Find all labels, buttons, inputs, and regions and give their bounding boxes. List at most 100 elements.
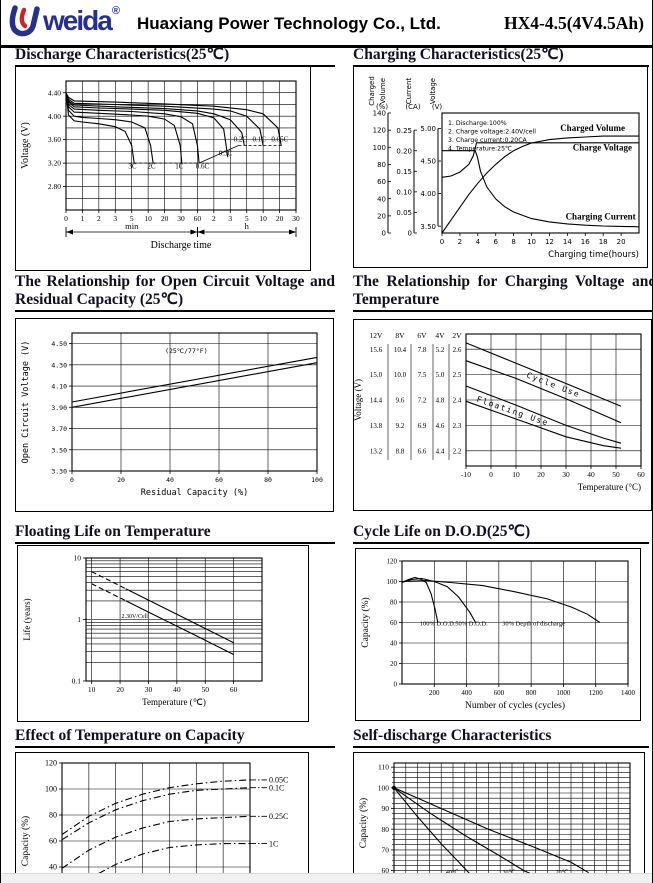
- svg-text:2.80: 2.80: [48, 182, 61, 191]
- svg-text:4.10: 4.10: [51, 383, 67, 391]
- svg-text:Charged Volume: Charged Volume: [560, 123, 625, 133]
- svg-text:3.20: 3.20: [48, 159, 61, 168]
- svg-text:7.2: 7.2: [418, 397, 427, 405]
- svg-text:4.40: 4.40: [48, 88, 61, 97]
- svg-text:3.70: 3.70: [51, 425, 67, 433]
- svg-text:0.3C: 0.3C: [219, 149, 233, 157]
- section-title-discharge: Discharge Characteristics(25℃): [15, 46, 335, 67]
- chart-temperature-capacity: 40 60 80 100 120 Capacity (%) 0.05C 0.1C 0.25C 1C: [15, 752, 309, 883]
- section-title-floating-life: Floating Life on Temperature: [15, 523, 335, 544]
- chart-discharge-characteristics: 0 1 2 3 5 10 20 30 60 2 3 5 10 20 30 2.80 3.20 3.60 4.00 4.…: [15, 66, 311, 271]
- svg-text:Floating Use: Floating Use: [475, 395, 550, 428]
- svg-text:60: 60: [382, 866, 390, 875]
- svg-text:30: 30: [145, 685, 153, 694]
- svg-text:40: 40: [377, 195, 386, 203]
- svg-text:Current: Current: [405, 78, 413, 105]
- svg-text:100: 100: [373, 144, 386, 152]
- svg-text:13.8: 13.8: [370, 422, 383, 430]
- svg-text:13.2: 13.2: [370, 447, 383, 455]
- svg-text:50: 50: [201, 685, 209, 694]
- svg-text:100: 100: [378, 783, 390, 792]
- svg-text:3. Charge current:0.20CA: 3. Charge current:0.20CA: [448, 137, 528, 144]
- svg-text:3: 3: [113, 214, 117, 223]
- svg-text:20: 20: [377, 212, 386, 220]
- svg-text:6: 6: [493, 238, 498, 246]
- svg-text:5.2: 5.2: [436, 346, 445, 354]
- svg-text:2.30V/Cell: 2.30V/Cell: [121, 614, 148, 620]
- svg-text:2.3: 2.3: [453, 422, 462, 430]
- svg-text:0.25: 0.25: [396, 127, 412, 135]
- svg-text:8.8: 8.8: [396, 447, 405, 455]
- svg-text:20: 20: [390, 660, 398, 668]
- svg-text:0: 0: [70, 476, 74, 484]
- svg-text:4.00: 4.00: [48, 112, 61, 121]
- svg-text:1C: 1C: [175, 162, 184, 170]
- svg-text:4.8: 4.8: [436, 397, 445, 405]
- chart-charging-characteristics: 0 2 4 6 8 10 12 14 16 18 20 0 20 40 60 80 100 120 140 0 0.05…: [353, 66, 648, 268]
- svg-text:80: 80: [49, 811, 57, 820]
- svg-text:100: 100: [311, 476, 323, 484]
- svg-text:0.1C: 0.1C: [269, 784, 284, 793]
- svg-text:0.6C: 0.6C: [196, 162, 210, 170]
- svg-text:(%): (%): [376, 103, 388, 111]
- svg-text:60: 60: [194, 214, 202, 223]
- svg-text:3.30: 3.30: [51, 468, 67, 476]
- weida-logo-glyph-icon: [9, 4, 43, 43]
- svg-text:1400: 1400: [621, 689, 636, 697]
- svg-text:120: 120: [45, 759, 57, 768]
- svg-text:0.15: 0.15: [396, 168, 412, 176]
- cycle-life-chart-canvas: 200 400 600 800 1000 1200 1400 0 20 40 60 80 100 120 N…: [360, 558, 636, 711]
- ocv-chart-canvas: 0 20 40 60 80 100 3.30 3.50 3.70 3.90 4.10 4.30 4.50…: [21, 332, 323, 498]
- svg-text:5.00: 5.00: [420, 125, 436, 133]
- svg-text:(25℃/77°F): (25℃/77°F): [165, 347, 208, 355]
- svg-text:14.4: 14.4: [370, 397, 383, 405]
- svg-text:0: 0: [489, 470, 493, 479]
- svg-text:Charging time(hours): Charging time(hours): [548, 250, 639, 260]
- svg-text:15.6: 15.6: [370, 346, 383, 354]
- svg-text:4.00: 4.00: [420, 190, 436, 198]
- section-title-cycle-life: Cycle Life on D.O.D(25℃): [353, 523, 649, 544]
- svg-text:120: 120: [373, 127, 386, 135]
- svg-text:2: 2: [212, 214, 216, 223]
- svg-text:5: 5: [245, 214, 249, 223]
- company-name: Huaxiang Power Technology Co., Ltd.: [137, 14, 441, 33]
- registered-mark: ®: [111, 5, 120, 17]
- floating-life-chart-canvas: 10 20 30 40 50 60 0.1 1 10 Temperature (℃) Life (y…: [22, 554, 263, 707]
- svg-text:80: 80: [390, 599, 398, 607]
- svg-text:20: 20: [276, 214, 284, 223]
- svg-text:40: 40: [587, 470, 595, 479]
- svg-text:1: 1: [77, 615, 81, 624]
- svg-text:10: 10: [512, 470, 520, 479]
- viewport-bottom-strip: [1, 873, 652, 883]
- svg-text:50: 50: [612, 470, 620, 479]
- svg-text:14: 14: [563, 238, 572, 246]
- svg-text:7.8: 7.8: [418, 346, 427, 354]
- svg-text:4. Temperature:25℃: 4. Temperature:25℃: [448, 146, 512, 153]
- svg-text:(V): (V): [432, 103, 443, 111]
- svg-text:18: 18: [599, 238, 608, 246]
- svg-text:400: 400: [461, 689, 472, 697]
- svg-text:80: 80: [382, 825, 390, 834]
- svg-text:40: 40: [166, 476, 174, 484]
- svg-text:1. Discharge:100%: 1. Discharge:100%: [448, 120, 507, 127]
- section-title-charging: Charging Characteristics(25℃): [353, 46, 649, 67]
- svg-text:8V: 8V: [395, 331, 405, 340]
- charging-chart-canvas: 0 2 4 6 8 10 12 14 16 18 20 0 20 40 60 80 100 120 140 0 0.05…: [368, 76, 640, 260]
- svg-text:40: 40: [173, 685, 181, 694]
- svg-text:100: 100: [387, 578, 398, 586]
- svg-text:3: 3: [228, 214, 232, 223]
- svg-text:0.25C: 0.25C: [269, 812, 288, 821]
- svg-text:110: 110: [378, 763, 389, 772]
- svg-text:Charge Voltage: Charge Voltage: [573, 143, 632, 153]
- svg-text:0.1: 0.1: [72, 677, 82, 686]
- svg-text:4.30: 4.30: [51, 361, 67, 369]
- chart-charging-voltage-temperature: -10 0 10 20 30 40 50 60 12V 8V 6V 4V 2V 15.6 10.4 7.8 5.…: [353, 319, 652, 511]
- svg-text:4.4: 4.4: [436, 447, 445, 455]
- svg-text:0.05: 0.05: [396, 209, 412, 217]
- svg-text:Life (years): Life (years): [22, 598, 32, 640]
- svg-text:90: 90: [382, 804, 390, 813]
- svg-text:0.10: 0.10: [396, 188, 412, 196]
- svg-text:Capacity (%): Capacity (%): [20, 816, 31, 866]
- svg-text:20: 20: [116, 685, 124, 694]
